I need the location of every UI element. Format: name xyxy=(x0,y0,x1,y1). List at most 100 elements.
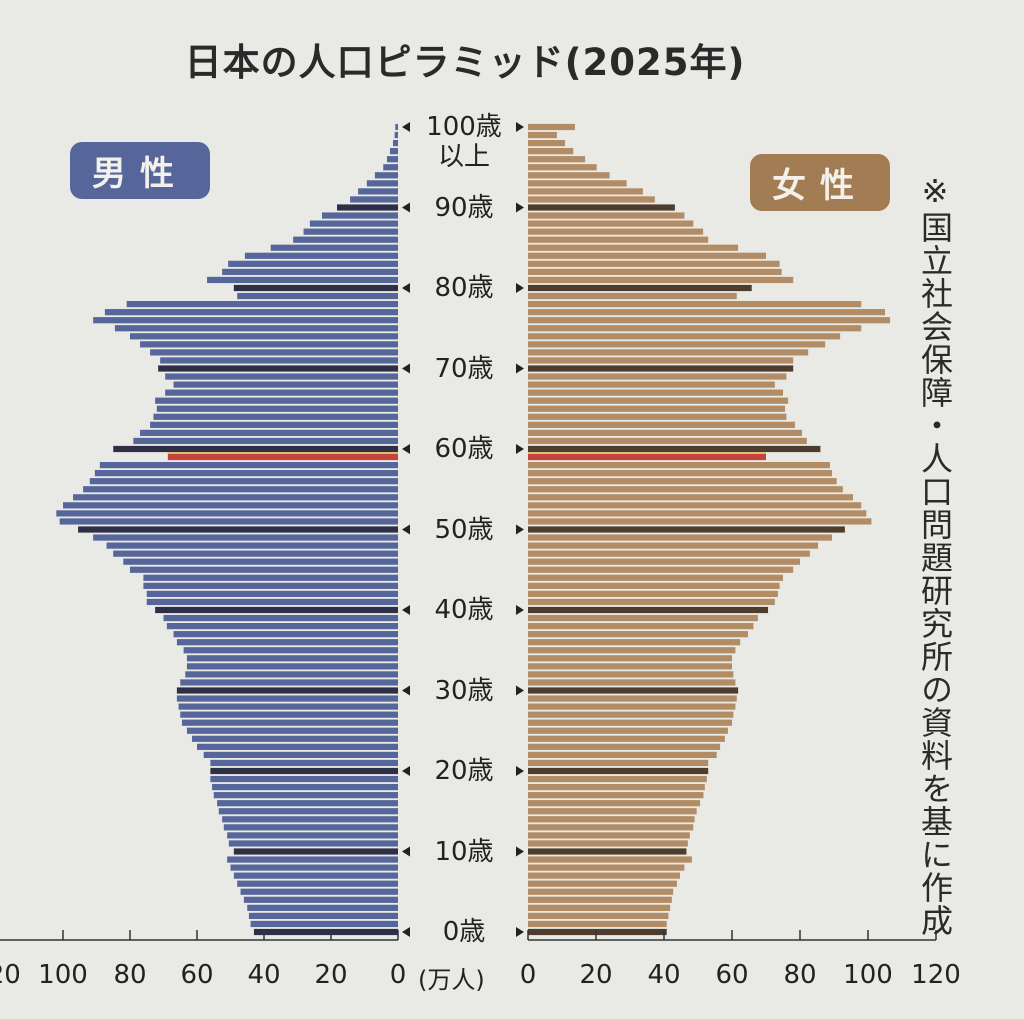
female-bar-age-54 xyxy=(528,494,854,501)
female-bar-age-26 xyxy=(528,719,732,726)
male-bar-age-24 xyxy=(191,735,398,742)
male-bar-age-46 xyxy=(123,558,399,565)
female-bar-age-25 xyxy=(528,727,728,734)
male-bar-age-68 xyxy=(173,381,398,388)
male-bar-age-11 xyxy=(228,840,398,847)
male-bar-age-34 xyxy=(186,655,398,662)
male-bar-age-3 xyxy=(247,904,398,911)
female-bar-age-81 xyxy=(528,276,794,284)
female-bar-age-22 xyxy=(528,751,717,758)
x-axis-unit-label: (万人) xyxy=(418,966,485,994)
female-bar-age-83 xyxy=(528,260,780,267)
male-bar-age-30 xyxy=(176,687,398,694)
female-bar-age-4 xyxy=(528,896,672,903)
female-bar-age-85 xyxy=(528,244,739,251)
left-arrow-icon xyxy=(402,524,410,535)
male-bar-age-70 xyxy=(158,365,398,372)
female-bar-age-59 xyxy=(528,453,766,461)
age-tick-label: 30歳 xyxy=(434,675,494,706)
male-bar-age-26 xyxy=(181,719,398,726)
female-bar-age-31 xyxy=(528,679,736,686)
female-bar-age-21 xyxy=(528,759,709,767)
female-bar-age-79 xyxy=(528,292,737,300)
female-bar-age-92 xyxy=(528,188,643,195)
male-bar-age-66 xyxy=(155,397,398,404)
female-bar-age-44 xyxy=(528,574,783,581)
female-bar-age-60 xyxy=(528,445,821,453)
male-bar-age-43 xyxy=(143,582,398,589)
female-bar-age-74 xyxy=(528,333,841,340)
female-bar-age-96 xyxy=(528,156,586,163)
left-arrow-icon xyxy=(402,927,410,937)
female-bar-age-88 xyxy=(528,220,694,227)
male-bar-age-84 xyxy=(244,252,398,259)
age-tick-label: 90歳 xyxy=(434,192,494,223)
right-arrow-icon xyxy=(516,363,524,374)
female-bar-age-64 xyxy=(528,413,787,420)
male-bar-age-21 xyxy=(210,759,398,767)
female-bar-age-50 xyxy=(528,526,845,533)
female-x-tick-label: 80 xyxy=(783,960,817,990)
female-bar-age-1 xyxy=(528,920,667,928)
male-bar-age-35 xyxy=(183,647,398,654)
female-bar-age-28 xyxy=(528,703,736,710)
male-bar-age-63 xyxy=(150,421,398,428)
female-bar-age-87 xyxy=(528,228,704,235)
male-bar-age-16 xyxy=(217,800,398,807)
female-bar-age-46 xyxy=(528,558,800,565)
female-bar-age-76 xyxy=(528,317,891,324)
female-bar-age-3 xyxy=(528,904,671,911)
female-bar-age-95 xyxy=(528,164,597,171)
male-bar-age-82 xyxy=(222,268,398,275)
female-bar-age-48 xyxy=(528,542,819,549)
male-bar-age-40 xyxy=(155,606,398,614)
male-bar-age-74 xyxy=(130,333,398,340)
male-highlight-line xyxy=(167,452,398,454)
female-bar-age-77 xyxy=(528,309,885,316)
female-x-tick-label: 20 xyxy=(579,960,613,990)
male-x-tick-label: 20 xyxy=(314,960,348,990)
male-bar-age-95 xyxy=(383,164,398,171)
female-bar-age-69 xyxy=(528,373,787,380)
female-bar-age-19 xyxy=(528,775,707,783)
male-bar-age-62 xyxy=(140,429,399,436)
male-bar-age-23 xyxy=(197,743,398,750)
female-bar-age-16 xyxy=(528,800,701,807)
female-bar-age-37 xyxy=(528,631,748,638)
female-bar-age-63 xyxy=(528,421,795,428)
legend-male-badge: 男性 xyxy=(70,142,210,199)
male-bar-age-76 xyxy=(93,317,399,324)
male-bar-age-7 xyxy=(233,872,398,879)
male-bar-age-29 xyxy=(176,695,398,702)
male-bar-age-77 xyxy=(104,309,398,316)
female-bar-age-53 xyxy=(528,502,862,509)
male-bar-age-22 xyxy=(203,751,398,758)
female-bar-age-93 xyxy=(528,180,627,187)
female-highlight-line xyxy=(528,452,766,454)
male-bar-age-39 xyxy=(163,614,398,622)
male-x-tick-label: 60 xyxy=(180,960,214,990)
female-bar-age-29 xyxy=(528,695,737,702)
male-bar-age-6 xyxy=(237,880,398,887)
male-bar-age-98 xyxy=(392,140,398,147)
male-bar-age-33 xyxy=(186,663,398,670)
male-bar-age-75 xyxy=(114,325,399,332)
male-bar-age-79 xyxy=(237,292,398,300)
male-bar-age-44 xyxy=(143,574,398,581)
female-bar-age-71 xyxy=(528,357,794,364)
male-x-tick-label: 80 xyxy=(113,960,147,990)
male-x-tick-label: 120 xyxy=(0,960,21,990)
female-bar-age-30 xyxy=(528,687,739,694)
male-bar-age-50 xyxy=(78,526,398,533)
male-bar-age-17 xyxy=(213,792,398,799)
male-bar-age-14 xyxy=(222,816,398,823)
female-bar-age-24 xyxy=(528,735,725,742)
female-bar-age-66 xyxy=(528,397,789,404)
female-bar-age-39 xyxy=(528,614,758,622)
female-bar-age-10 xyxy=(528,848,687,855)
female-bar-age-42 xyxy=(528,590,778,597)
female-bar-age-12 xyxy=(528,832,690,839)
male-bar-age-28 xyxy=(178,703,398,710)
age-tick-label: 80歳 xyxy=(434,273,494,303)
left-arrow-icon xyxy=(402,685,410,696)
